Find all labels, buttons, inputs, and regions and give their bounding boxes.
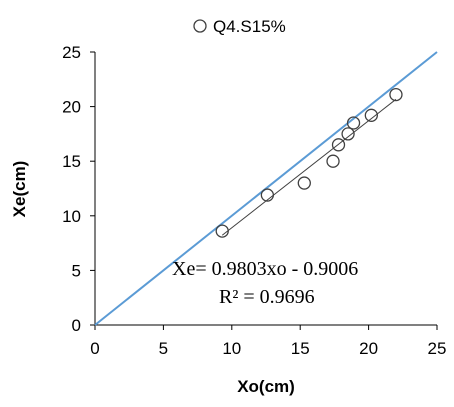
plot-area: 0 5 10 15 20 25 0 5 10 15 20 25	[62, 43, 446, 358]
data-points	[215, 87, 403, 238]
y-axis-title: Xe(cm)	[10, 161, 29, 218]
y-tick-label: 10	[62, 207, 81, 226]
one-to-one-reference-line	[94, 51, 438, 326]
data-point	[326, 154, 340, 168]
y-tick-label: 15	[62, 152, 81, 171]
y-tick-label: 5	[72, 261, 81, 280]
r-squared-annotation: R² = 0.9696	[219, 286, 315, 308]
x-tick-label: 20	[359, 339, 378, 358]
x-ticks: 0 5 10 15 20 25	[90, 325, 446, 358]
x-tick-label: 25	[428, 339, 447, 358]
x-tick-label: 5	[159, 339, 168, 358]
legend-label: Q4.S15%	[213, 17, 286, 36]
data-point	[346, 116, 361, 130]
data-point	[297, 176, 311, 190]
equation-annotation: Xe= 0.9803xo - 0.9006	[172, 258, 358, 280]
data-point	[260, 188, 275, 202]
data-point	[389, 87, 403, 102]
x-tick-label: 0	[90, 339, 99, 358]
data-point	[364, 108, 378, 122]
y-tick-label: 20	[62, 98, 81, 117]
x-tick-label: 15	[291, 339, 310, 358]
trendline	[221, 98, 397, 236]
data-point	[215, 224, 229, 238]
x-tick-label: 10	[222, 339, 241, 358]
y-ticks: 0 5 10 15 20 25	[62, 43, 95, 335]
y-tick-label: 25	[62, 43, 81, 62]
legend-marker	[193, 19, 207, 33]
data-point	[341, 127, 355, 141]
y-tick-label: 0	[72, 316, 81, 335]
data-point	[331, 138, 346, 152]
legend: Q4.S15%	[193, 17, 286, 36]
x-axis-title: Xo(cm)	[237, 377, 295, 396]
